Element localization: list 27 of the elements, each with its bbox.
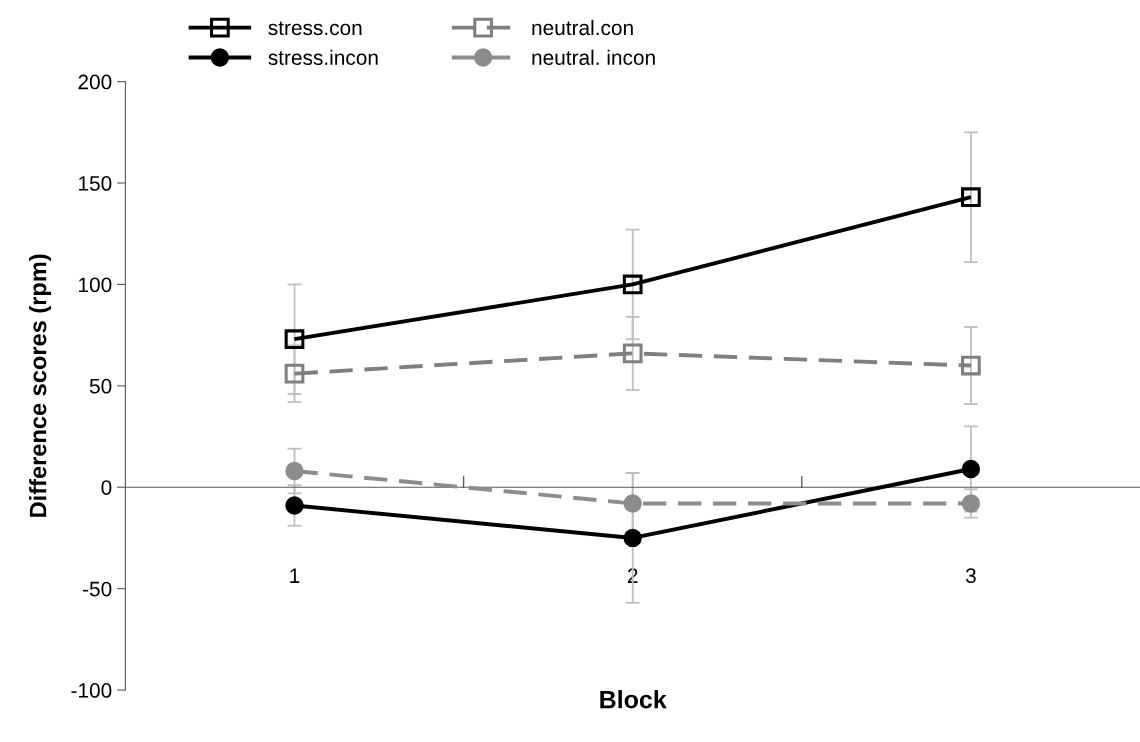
point <box>622 343 643 364</box>
y-tick-label: 100 <box>79 277 112 293</box>
point <box>961 355 981 376</box>
y-tick-label: 200 <box>78 74 112 90</box>
point <box>622 274 643 295</box>
point <box>623 528 642 548</box>
point <box>284 329 305 350</box>
y-tick-label: -50 <box>83 581 112 597</box>
y-tick-label: 0 <box>101 480 112 495</box>
y-tick-label: 50 <box>89 378 112 394</box>
point <box>623 494 642 513</box>
x-tick-label: 3 <box>965 568 976 584</box>
point <box>285 461 304 481</box>
point <box>284 363 305 384</box>
legend-label: stress.incon <box>268 49 378 65</box>
legend-label: neutral. incon <box>532 49 655 65</box>
x-axis-title: Block <box>600 690 667 709</box>
point <box>961 494 981 513</box>
legend-label: neutral.con <box>532 19 633 36</box>
point <box>961 459 981 479</box>
y-tick-label: 150 <box>79 176 112 191</box>
y-tick-label: -100 <box>71 683 112 698</box>
legend-label: stress.con <box>268 21 362 36</box>
point <box>285 496 304 515</box>
y-axis-title: Difference scores (rpm) <box>29 254 52 517</box>
x-tick-label: 1 <box>290 568 300 583</box>
point <box>961 187 981 208</box>
